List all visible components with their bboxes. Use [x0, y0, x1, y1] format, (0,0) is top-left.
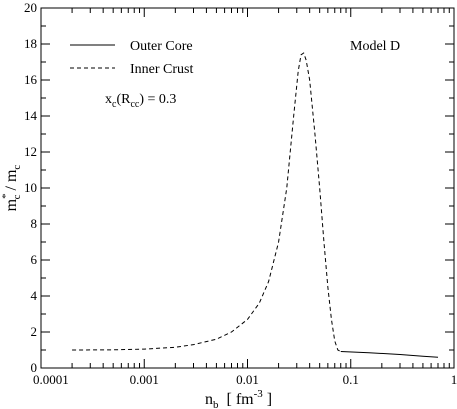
y-tick-label: 20	[24, 0, 37, 15]
y-tick-label: 0	[31, 360, 38, 375]
y-tick-label: 4	[31, 288, 38, 303]
x-tick-label: 0.0001	[33, 372, 69, 387]
x-tick-label: 0.1	[343, 372, 359, 387]
series-layer	[72, 52, 439, 358]
y-tick-label: 16	[24, 72, 38, 87]
y-tick-label: 2	[31, 324, 38, 339]
y-tick-label: 8	[31, 216, 38, 231]
annotation-model: Model D	[350, 39, 400, 54]
y-axis-label: m*c / mc	[0, 165, 23, 212]
axis-ticks: 0 2 4 6 8 10 12 14 16 18 20 0.0001 0.001 0.01 0.1 1	[24, 0, 457, 387]
series-line-inner-crust	[72, 52, 341, 352]
legend: Outer Core Inner Crust	[70, 39, 193, 77]
x-tick-label: 1	[451, 372, 457, 387]
y-tick-label: 12	[24, 144, 37, 159]
series-line-outer-core	[340, 350, 439, 358]
plot-area-frame	[40, 7, 455, 369]
y-tick-label: 6	[31, 252, 38, 267]
legend-label-outer-core: Outer Core	[130, 39, 193, 54]
y-tick-label: 10	[24, 180, 37, 195]
x-axis-label: nb [ fm-3 ]	[205, 388, 272, 409]
y-tick-label: 14	[24, 108, 38, 123]
x-tick-label: 0.01	[236, 372, 259, 387]
x-tick-label: 0.001	[130, 372, 159, 387]
y-tick-label: 18	[24, 36, 37, 51]
legend-label-inner-crust: Inner Crust	[130, 62, 193, 77]
annotation-xc: xc(Rcc) = 0.3	[105, 92, 176, 110]
